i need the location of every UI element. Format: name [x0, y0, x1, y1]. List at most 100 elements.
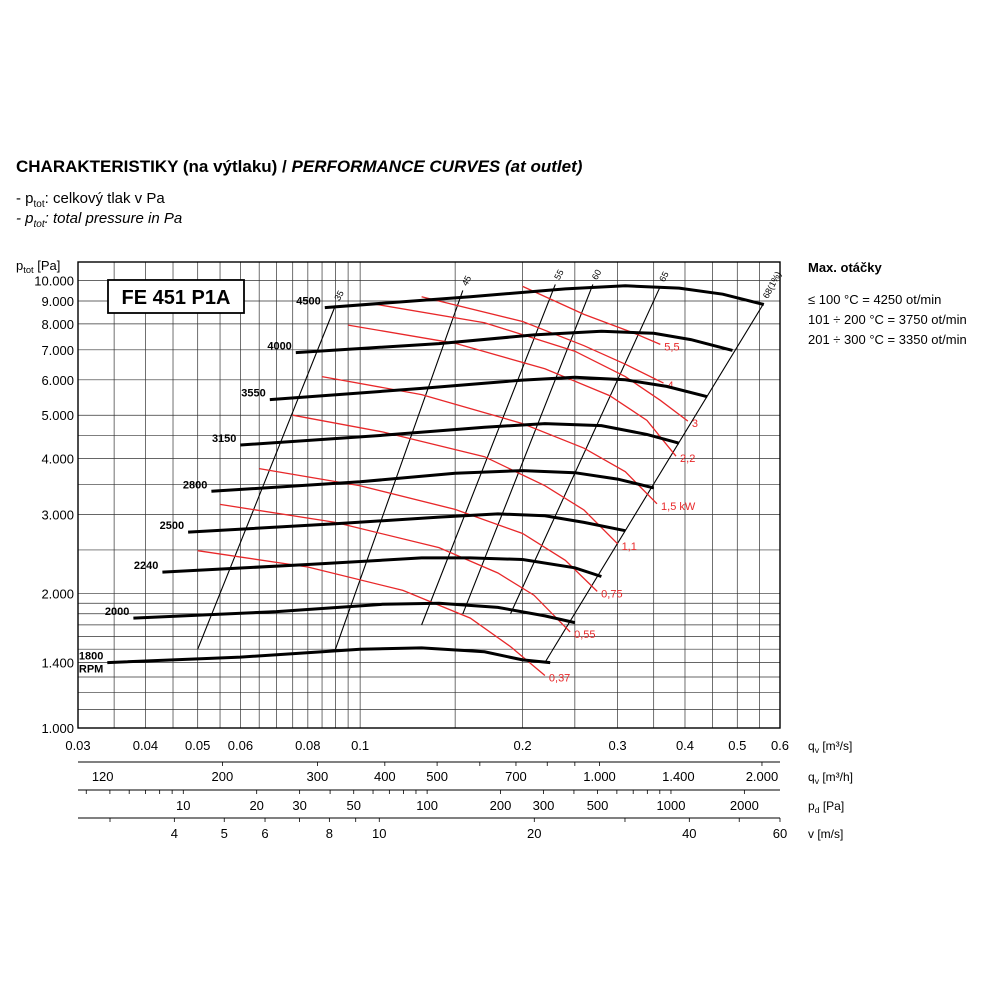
x-tick-label: 1000: [657, 798, 686, 813]
x-tick-label: 50: [346, 798, 360, 813]
x-tick-label: 20: [527, 826, 541, 841]
power-label: 5,5: [664, 341, 679, 353]
y-tick-label: 2.000: [41, 586, 74, 601]
x-tick-label: 120: [92, 769, 114, 784]
speed-label: 4000: [267, 341, 291, 353]
speed-curve: [107, 646, 551, 665]
max-speed-panel: Max. otáčky ≤ 100 °C = 4250 ot/min 101 ÷…: [808, 258, 967, 350]
power-curve: [371, 302, 689, 422]
x-tick-label: 10: [372, 826, 386, 841]
speed-curve: [240, 422, 680, 447]
x-tick-label: 700: [505, 769, 527, 784]
x-tick-label: 1.400: [662, 769, 695, 784]
x-axis-label: pd [Pa]: [808, 799, 844, 815]
x-tick-label: 500: [587, 798, 609, 813]
speed-curve: [295, 329, 733, 355]
power-curve: [522, 285, 661, 345]
efficiency-line: [197, 305, 336, 650]
chart-title: CHARAKTERISTIKY (na výtlaku) / PERFORMAN…: [16, 157, 583, 176]
y-tick-label: 10.000: [34, 274, 74, 289]
power-label: 2,2: [680, 453, 695, 465]
efficiency-line: [421, 284, 556, 626]
x-tick-label: 4: [171, 826, 178, 841]
x-tick-label: 0.08: [295, 738, 320, 753]
max-speed-line: 201 ÷ 300 °C = 3350 ot/min: [808, 332, 967, 347]
x-axis-label: v [m/s]: [808, 827, 843, 841]
efficiency-line: [334, 290, 464, 650]
speed-curve: [211, 469, 655, 493]
x-tick-label: 0.5: [728, 738, 746, 753]
x-tick-label: 0.3: [609, 738, 627, 753]
power-curve: [347, 324, 677, 457]
x-tick-label: 300: [307, 769, 329, 784]
x-tick-label: 6: [261, 826, 268, 841]
power-curve: [321, 375, 658, 505]
x-tick-label: 20: [249, 798, 263, 813]
power-label: 0,37: [549, 673, 570, 685]
max-speed-line: ≤ 100 °C = 4250 ot/min: [808, 292, 942, 307]
efficiency-line: [510, 286, 661, 615]
x-tick-label: 200: [490, 798, 512, 813]
speed-label: 3150: [212, 433, 236, 445]
speed-curve: [162, 556, 602, 578]
x-tick-label: 0.1: [351, 738, 369, 753]
x-axis-label: qv [m³/h]: [808, 770, 853, 786]
x-tick-label: 300: [533, 798, 555, 813]
x-tick-label: 0.04: [133, 738, 158, 753]
speed-label: 2000: [105, 606, 129, 618]
speed-label: 2800: [183, 479, 207, 491]
power-curve: [421, 296, 664, 384]
x-tick-label: 8: [326, 826, 333, 841]
y-tick-label: 1.000: [41, 721, 74, 736]
speed-curve: [133, 601, 576, 625]
speed-label: 2500: [160, 520, 184, 532]
x-tick-label: 0.4: [676, 738, 694, 753]
y-tick-label: 3.000: [41, 507, 74, 522]
efficiency-label: 55: [552, 268, 566, 282]
y-tick-label: 8.000: [41, 317, 74, 332]
x-tick-label: 100: [416, 798, 438, 813]
x-tick-label: 60: [773, 826, 787, 841]
x-tick-label: 0.03: [65, 738, 90, 753]
x-tick-label: 1.000: [583, 769, 616, 784]
x-axis-label: qv [m³/s]: [808, 739, 852, 755]
y-tick-label: 4.000: [41, 452, 74, 467]
x-tick-label: 2000: [730, 798, 759, 813]
efficiency-label: 60: [590, 268, 604, 282]
x-tick-label: 10: [176, 798, 190, 813]
speed-curve: [324, 284, 765, 310]
max-speed-line: 101 ÷ 200 °C = 3750 ot/min: [808, 312, 967, 327]
speed-label: 3550: [241, 388, 265, 400]
x-tick-label: 0.06: [228, 738, 253, 753]
x-tick-label: 200: [212, 769, 234, 784]
x-tick-label: 0.05: [185, 738, 210, 753]
power-label: 1,1: [622, 541, 637, 553]
power-curve: [219, 503, 571, 633]
x-tick-label: 30: [292, 798, 306, 813]
y-tick-label: 7.000: [41, 343, 74, 358]
plot-frame: [77, 261, 781, 729]
legend-line-en: - ptot: total pressure in Pa: [16, 210, 183, 230]
power-label: 0,55: [574, 629, 595, 641]
x-tick-label: 5: [221, 826, 228, 841]
legend-line-cz: - ptot: celkový tlak v Pa: [16, 190, 165, 210]
x-tick-label: 40: [682, 826, 696, 841]
max-speed-heading: Max. otáčky: [808, 260, 882, 275]
power-label: 3: [692, 418, 698, 430]
efficiency-line: [544, 302, 765, 663]
speed-curve: [269, 375, 708, 402]
model-label: FE 451 P1A: [122, 287, 231, 309]
speed-label: 1800: [79, 651, 103, 663]
x-tick-label: 0.6: [771, 738, 789, 753]
x-tick-label: 0.2: [514, 738, 532, 753]
y-tick-label: 9.000: [41, 294, 74, 309]
speed-label: 4500: [296, 296, 320, 308]
efficiency-label: 45: [460, 274, 474, 288]
y-tick-label: 1.400: [41, 656, 74, 671]
power-label: 1,5 kW: [661, 501, 696, 513]
y-tick-label: 6.000: [41, 373, 74, 388]
efficiency-label: 35: [332, 289, 346, 303]
x-tick-label: 2.000: [746, 769, 779, 784]
speed-curve: [188, 512, 626, 534]
